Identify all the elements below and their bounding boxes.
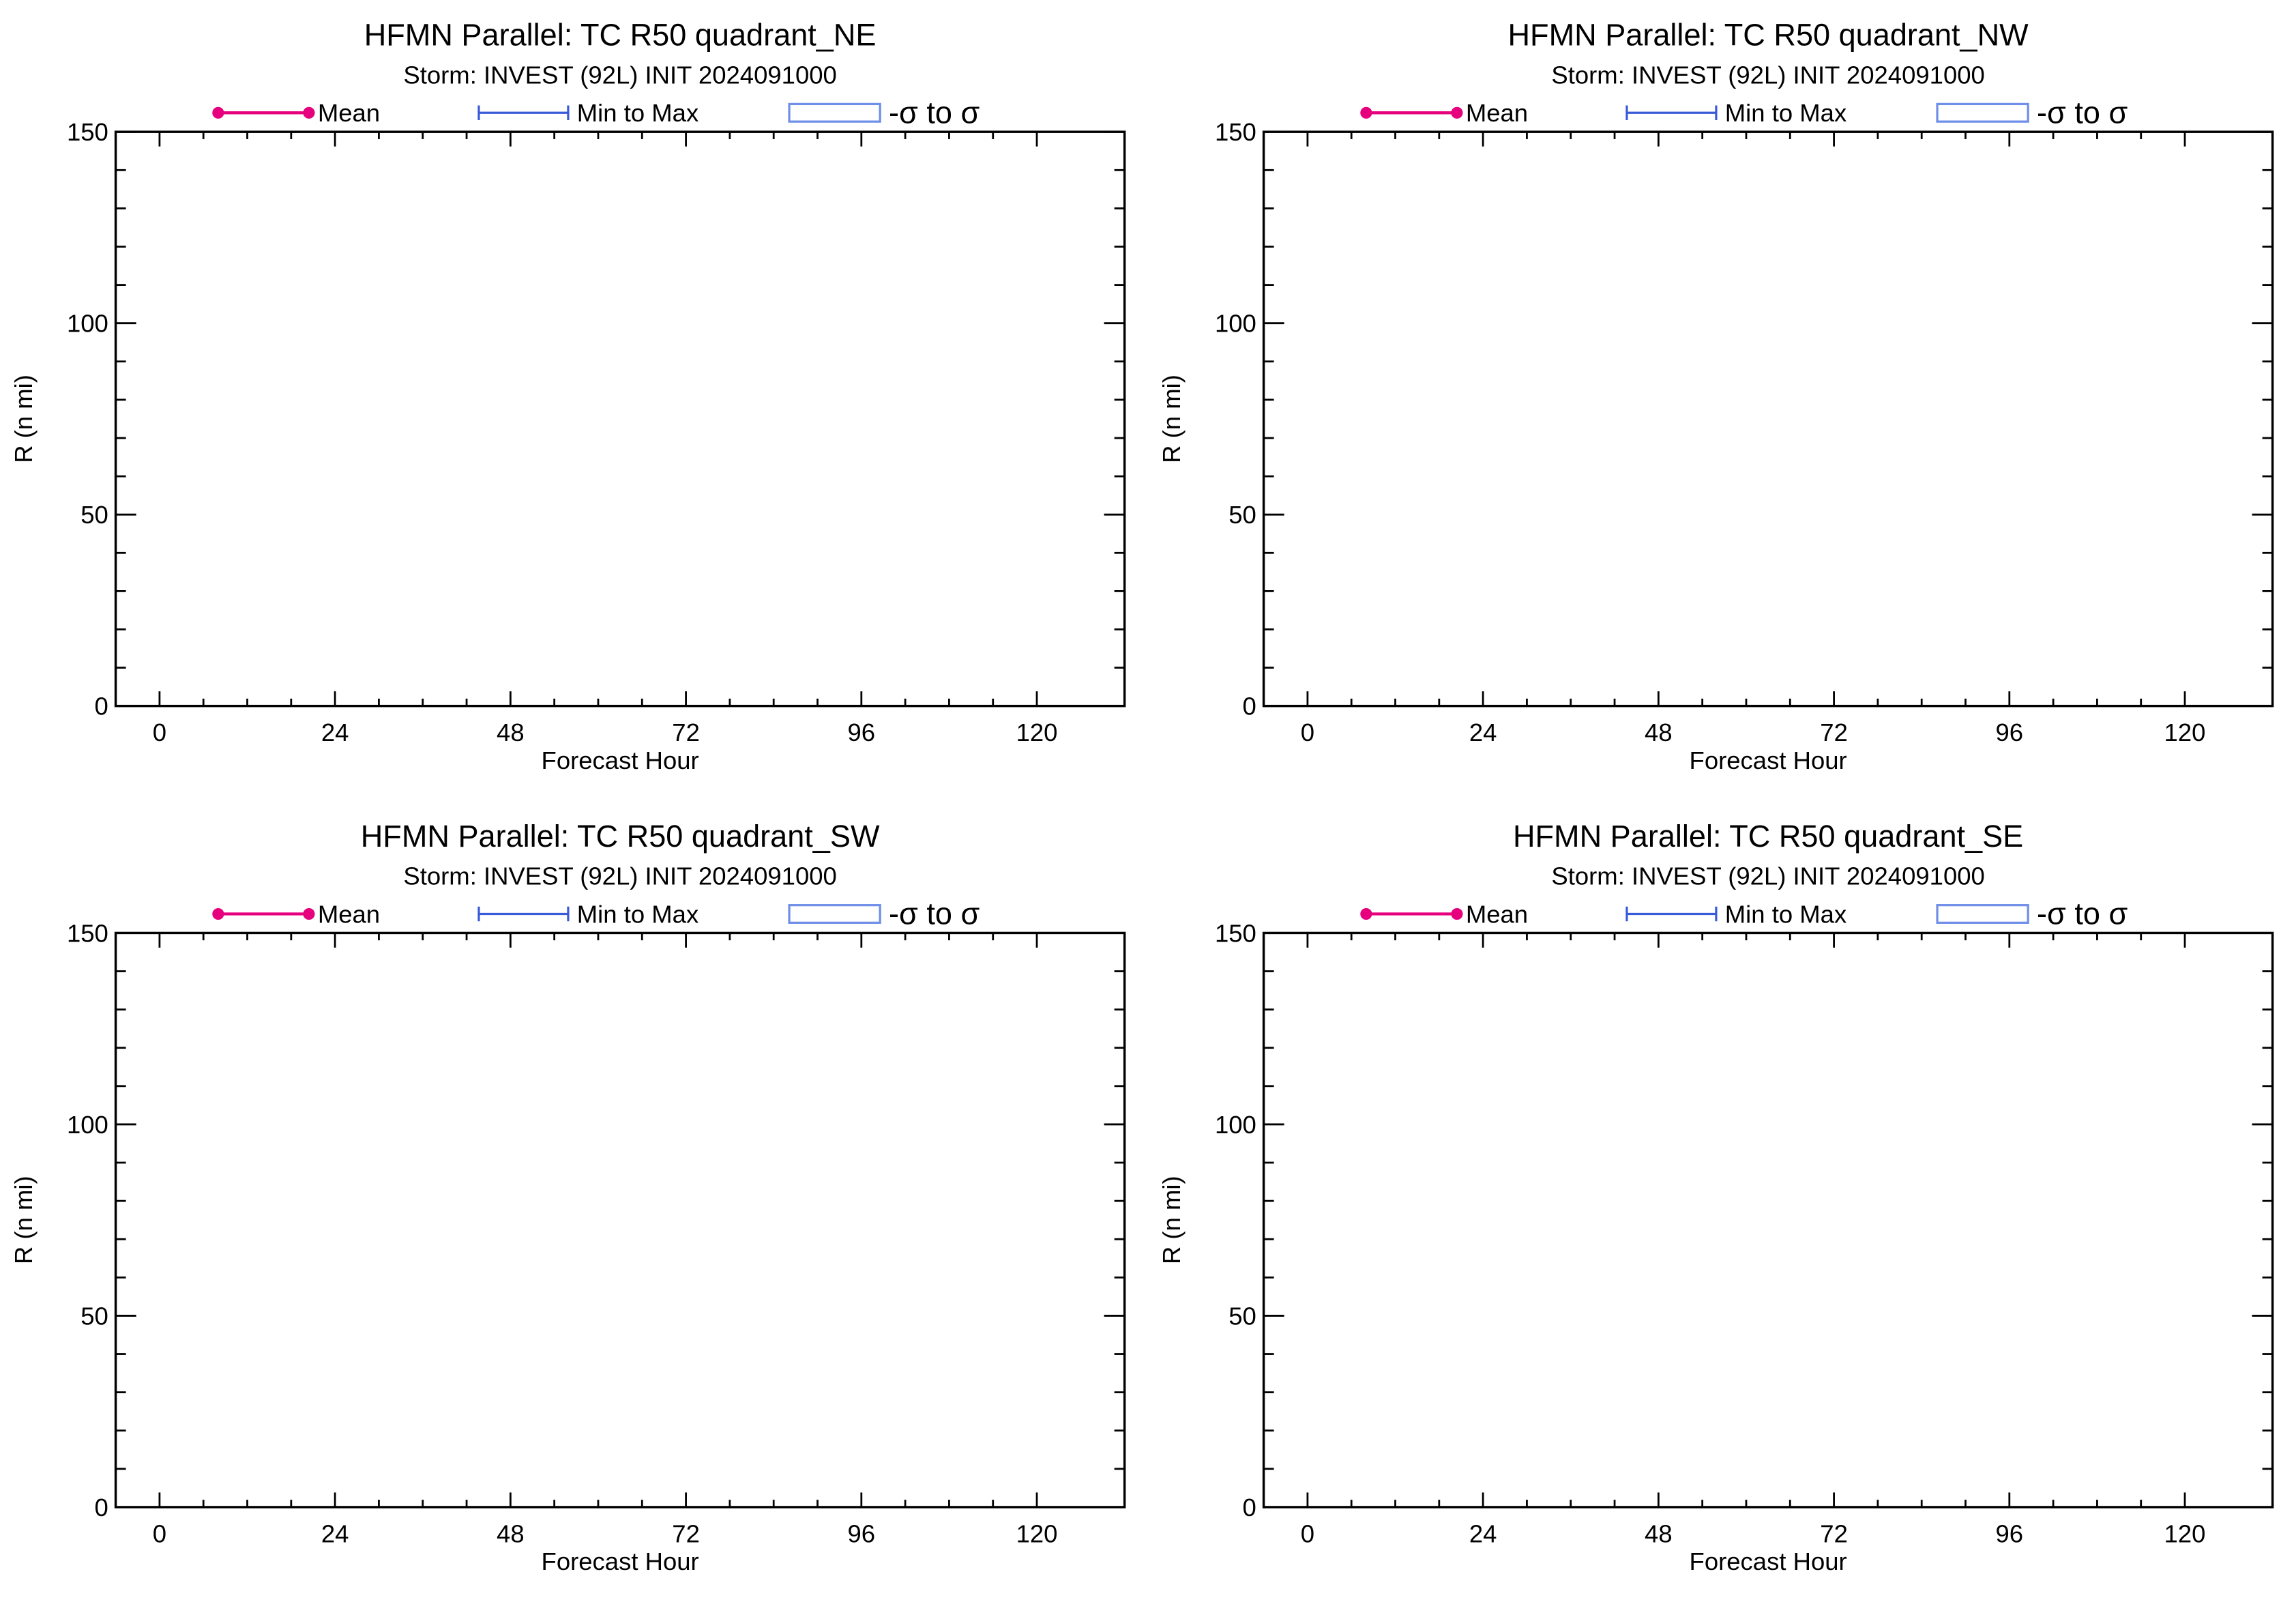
x-tick-label: 120 <box>2164 718 2206 746</box>
x-tick-label: 48 <box>497 1519 525 1547</box>
plot-area <box>1262 130 2274 708</box>
legend-mean-marker <box>1360 106 1372 119</box>
legend-minmax-label: Min to Max <box>577 900 698 928</box>
x-tick-label: 120 <box>1016 718 1058 746</box>
legend-mean-label: Mean <box>1466 99 1528 127</box>
x-axis-label: Forecast Hour <box>542 1547 699 1575</box>
legend-mean-marker <box>1451 106 1463 119</box>
legend-mean-label: Mean <box>318 900 380 928</box>
y-tick-label: 50 <box>80 501 108 529</box>
y-axis-label: R (n mi) <box>10 375 38 463</box>
legend-mean-marker <box>303 907 315 920</box>
chart-subtitle: Storm: INVEST (92L) INIT 2024091000 <box>1551 61 1984 89</box>
y-tick-label: 50 <box>1228 1302 1256 1330</box>
x-tick-label: 48 <box>1645 1519 1673 1547</box>
legend-mean-marker <box>212 907 224 920</box>
x-tick-label: 0 <box>1301 718 1314 746</box>
legend-sigma-label: -σ to σ <box>889 897 980 931</box>
legend-sigma-box <box>788 102 881 123</box>
chart-subtitle: Storm: INVEST (92L) INIT 2024091000 <box>1551 862 1984 890</box>
x-axis-label: Forecast Hour <box>1690 746 1847 774</box>
chart-title: HFMN Parallel: TC R50 quadrant_NE <box>364 18 877 53</box>
x-axis-label: Forecast Hour <box>1690 1547 1847 1575</box>
chart-panel: HFMN Parallel: TC R50 quadrant_SW Storm: … <box>10 819 1126 1575</box>
legend-mean-marker <box>1451 907 1463 920</box>
y-axis-label: R (n mi) <box>1158 1176 1186 1264</box>
x-tick-label: 72 <box>672 1519 700 1547</box>
x-tick-label: 24 <box>1469 718 1497 746</box>
y-tick-label: 100 <box>1215 1111 1256 1139</box>
y-tick-label: 100 <box>1215 310 1256 338</box>
chart-subtitle: Storm: INVEST (92L) INIT 2024091000 <box>403 862 836 890</box>
legend-minmax-label: Min to Max <box>1725 900 1846 928</box>
legend-sigma-label: -σ to σ <box>2037 897 2128 931</box>
y-tick-label: 100 <box>67 1111 108 1139</box>
legend-minmax-label: Min to Max <box>1725 99 1846 127</box>
legend-sigma-box <box>1936 904 2029 924</box>
chart-panel: HFMN Parallel: TC R50 quadrant_NE Storm: … <box>10 18 1126 774</box>
x-tick-label: 0 <box>153 1519 166 1547</box>
y-tick-label: 0 <box>1243 693 1256 720</box>
plot-area <box>114 931 1126 1509</box>
legend: Mean Min to Max -σ to σ <box>1360 95 2128 130</box>
y-tick-label: 0 <box>1243 1494 1256 1521</box>
legend: Mean Min to Max -σ to σ <box>212 95 980 130</box>
x-tick-label: 120 <box>2164 1519 2206 1547</box>
y-tick-label: 0 <box>95 693 108 720</box>
x-tick-label: 24 <box>321 718 349 746</box>
y-tick-label: 50 <box>80 1302 108 1330</box>
x-axis-label: Forecast Hour <box>542 746 699 774</box>
legend-mean-label: Mean <box>1466 900 1528 928</box>
y-tick-label: 150 <box>67 919 108 947</box>
x-tick-label: 96 <box>848 1519 876 1547</box>
y-tick-label: 150 <box>1215 919 1256 947</box>
y-tick-label: 50 <box>1228 501 1256 529</box>
legend: Mean Min to Max -σ to σ <box>1360 897 2128 931</box>
legend-mean-label: Mean <box>318 99 380 127</box>
chart-title: HFMN Parallel: TC R50 quadrant_NW <box>1507 18 2029 53</box>
x-tick-label: 120 <box>1016 1519 1058 1547</box>
x-tick-label: 72 <box>1820 718 1848 746</box>
x-tick-label: 24 <box>1469 1519 1497 1547</box>
x-tick-label: 24 <box>321 1519 349 1547</box>
x-tick-label: 48 <box>497 718 525 746</box>
x-tick-label: 96 <box>1996 718 2024 746</box>
chart-subtitle: Storm: INVEST (92L) INIT 2024091000 <box>403 61 836 89</box>
legend-sigma-box <box>788 904 881 924</box>
x-tick-label: 0 <box>1301 1519 1314 1547</box>
chart-title: HFMN Parallel: TC R50 quadrant_SW <box>361 819 880 854</box>
legend-mean-marker <box>1360 907 1372 920</box>
legend: Mean Min to Max -σ to σ <box>212 897 980 931</box>
legend-minmax-label: Min to Max <box>577 99 698 127</box>
legend-sigma-box <box>1936 102 2029 123</box>
x-tick-label: 96 <box>848 718 876 746</box>
y-axis-label: R (n mi) <box>10 1176 38 1264</box>
x-tick-label: 72 <box>672 718 700 746</box>
plot-area <box>1262 931 2274 1509</box>
x-tick-label: 96 <box>1996 1519 2024 1547</box>
x-tick-label: 0 <box>153 718 166 746</box>
chart-panel: HFMN Parallel: TC R50 quadrant_NW Storm: … <box>1158 18 2274 774</box>
y-tick-label: 150 <box>67 118 108 146</box>
chart-panel: HFMN Parallel: TC R50 quadrant_SE Storm: … <box>1158 819 2274 1575</box>
legend-mean-marker <box>303 106 315 119</box>
y-tick-label: 100 <box>67 310 108 338</box>
legend-mean-marker <box>212 106 224 119</box>
legend-sigma-label: -σ to σ <box>2037 95 2128 130</box>
chart-title: HFMN Parallel: TC R50 quadrant_SE <box>1513 819 2023 854</box>
x-tick-label: 48 <box>1645 718 1673 746</box>
plot-area <box>114 130 1126 708</box>
y-tick-label: 0 <box>95 1494 108 1521</box>
x-tick-label: 72 <box>1820 1519 1848 1547</box>
y-axis-label: R (n mi) <box>1158 375 1186 463</box>
legend-sigma-label: -σ to σ <box>889 95 980 130</box>
y-tick-label: 150 <box>1215 118 1256 146</box>
